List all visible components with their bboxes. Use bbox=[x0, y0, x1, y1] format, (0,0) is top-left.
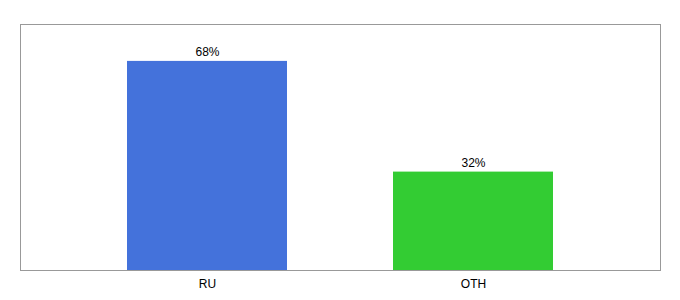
svg-text:32%: 32% bbox=[461, 156, 485, 170]
svg-text:RU: RU bbox=[199, 277, 216, 291]
svg-text:OTH: OTH bbox=[461, 277, 486, 291]
svg-text:68%: 68% bbox=[195, 45, 219, 59]
